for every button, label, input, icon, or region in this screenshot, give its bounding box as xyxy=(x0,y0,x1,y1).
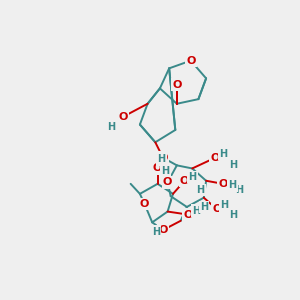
Text: H: H xyxy=(158,154,166,164)
Text: H: H xyxy=(229,210,237,220)
Text: O: O xyxy=(158,225,168,235)
Text: H: H xyxy=(219,149,227,159)
Text: H: H xyxy=(229,160,237,170)
Text: O: O xyxy=(212,204,222,214)
Text: H: H xyxy=(192,206,200,216)
Text: O: O xyxy=(180,176,189,186)
Text: O: O xyxy=(184,210,193,220)
Text: H: H xyxy=(107,122,116,132)
Text: H: H xyxy=(220,200,229,210)
Text: H: H xyxy=(196,185,204,195)
Text: H: H xyxy=(200,202,208,212)
Text: H: H xyxy=(188,172,196,182)
Text: O: O xyxy=(118,112,128,122)
Text: O: O xyxy=(172,80,182,89)
Text: H: H xyxy=(161,166,170,176)
Text: H: H xyxy=(236,185,244,195)
Text: O: O xyxy=(218,179,228,189)
Text: O: O xyxy=(163,177,172,187)
Text: H: H xyxy=(228,180,236,190)
Text: O: O xyxy=(211,153,220,163)
Text: O: O xyxy=(140,199,149,209)
Text: O: O xyxy=(153,164,162,173)
Text: O: O xyxy=(186,56,195,66)
Text: H: H xyxy=(152,226,160,237)
Text: O: O xyxy=(158,153,168,163)
